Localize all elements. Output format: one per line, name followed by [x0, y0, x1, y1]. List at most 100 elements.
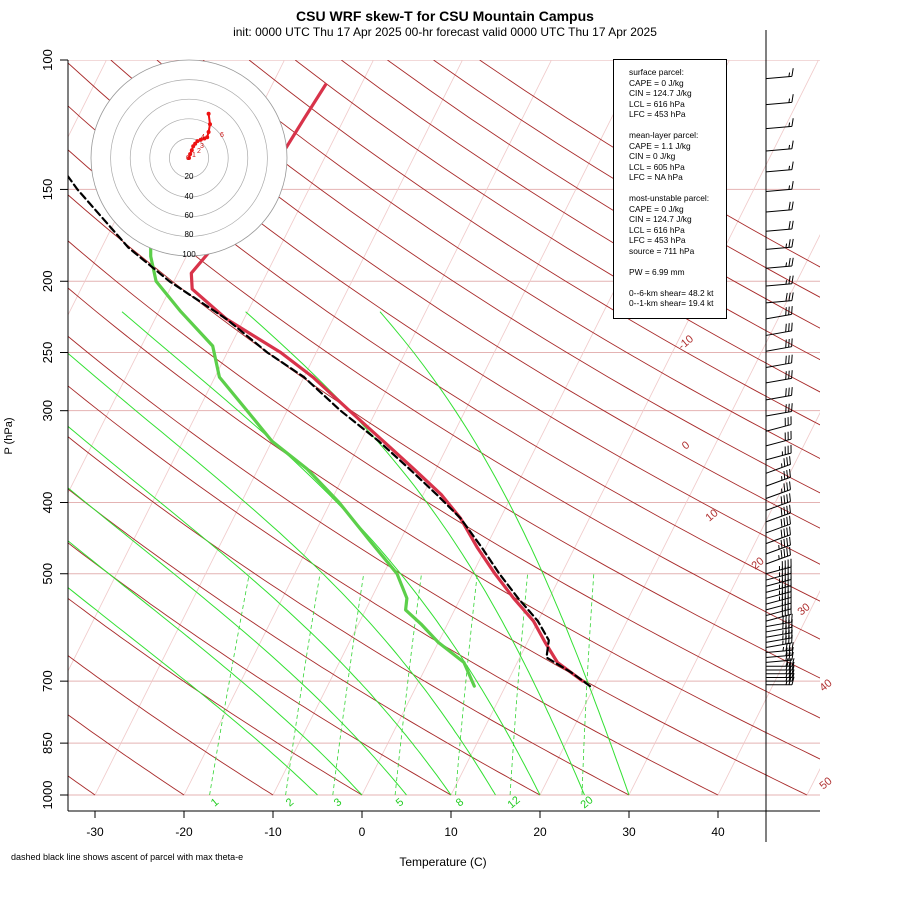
- wind-barb-flag: [785, 652, 788, 661]
- wind-barb-half-flag: [782, 646, 785, 652]
- wind-barb-flag: [788, 355, 790, 364]
- wind-barb-staff: [765, 283, 792, 287]
- wind-barb-staff: [765, 489, 791, 499]
- wind-barb-staff: [765, 501, 791, 511]
- stats-line: LFC = 453 hPa: [629, 109, 686, 119]
- wind-barb-flag: [791, 181, 794, 190]
- wind-barb-flag: [783, 506, 786, 516]
- dry-adiabat: [294, 60, 820, 393]
- wind-barb-staff: [765, 602, 792, 611]
- chart-title: CSU WRF skew-T for CSU Mountain Campus: [296, 8, 594, 24]
- x-axis-label: Temperature (C): [399, 855, 486, 869]
- dewpoint-profile: [149, 237, 476, 688]
- wind-barb-flag: [785, 647, 788, 656]
- hodograph-point: [188, 152, 193, 157]
- hodograph-ring-label: 40: [185, 192, 194, 201]
- moist-adiabat: [68, 352, 496, 796]
- wind-barb-flag: [791, 647, 794, 656]
- wind-barb-staff: [765, 424, 792, 432]
- wind-barb-staff: [765, 75, 792, 80]
- wind-barb-flag: [791, 613, 793, 623]
- mixing-ratio-line: [581, 573, 595, 796]
- wind-barb-flag: [788, 221, 791, 230]
- wind-barb-flag: [791, 306, 793, 315]
- wind-barb-staff: [765, 512, 791, 523]
- mixing-ratio-label: 3: [332, 796, 344, 809]
- wind-barb: [765, 275, 794, 287]
- dry-adiabat: [156, 60, 820, 494]
- wind-barb: [766, 661, 795, 671]
- mixing-ratio-label: 5: [394, 796, 406, 809]
- temperature-tick-label: 0: [359, 825, 366, 839]
- isotherm-label: 0: [680, 439, 692, 452]
- wind-barb: [765, 68, 794, 80]
- wind-barb-flag: [785, 404, 787, 413]
- wind-barb-flag: [791, 68, 794, 77]
- temperature-tick-label: -20: [175, 825, 193, 839]
- isotherm-line: [272, 60, 641, 796]
- wind-barb-flag: [780, 549, 783, 559]
- wind-barb: [765, 238, 794, 250]
- hodograph-point: [206, 130, 211, 134]
- wind-barb-flag: [791, 201, 794, 210]
- wind-barb-flag: [786, 482, 789, 491]
- moist-adiabat: [245, 311, 585, 796]
- wind-barb-half-flag: [788, 122, 791, 127]
- wind-barb: [765, 354, 793, 368]
- wind-barb: [765, 504, 791, 523]
- stats-line: source = 711 hPa: [629, 245, 695, 256]
- wind-barb-flag: [783, 495, 786, 504]
- stats-line: most-unstable parcel:: [629, 193, 710, 203]
- wind-barb-flag: [783, 528, 786, 537]
- stats-line: mean-layer parcel:: [629, 130, 699, 140]
- y-axis-label: P (hPa): [3, 417, 15, 454]
- wind-barb: [766, 658, 795, 667]
- wind-barb: [765, 493, 791, 511]
- wind-barb-staff: [765, 523, 791, 534]
- wind-barb-staff: [765, 608, 792, 617]
- isotherm-label: 50: [818, 775, 835, 792]
- moist-adiabat: [121, 311, 541, 796]
- wind-barb: [765, 338, 793, 352]
- wind-barb-flag: [780, 507, 783, 517]
- hodograph-height-label: 3: [200, 143, 204, 150]
- pressure-tick-label: 850: [40, 732, 55, 754]
- wind-barb-flag: [783, 458, 786, 467]
- wind-barb-staff: [765, 188, 792, 193]
- temperature-tick-label: 10: [444, 825, 458, 839]
- wind-barb: [765, 651, 794, 663]
- dry-adiabat: [68, 240, 820, 719]
- wind-barb-staff: [765, 438, 792, 447]
- wind-barb: [765, 629, 793, 643]
- wind-barb-flag: [786, 470, 789, 479]
- wind-barb-flag: [791, 387, 793, 396]
- wind-barb-staff: [765, 246, 792, 250]
- mixing-ratio-line: [332, 573, 365, 796]
- wind-barb: [765, 456, 791, 474]
- wind-barb-flag: [785, 307, 787, 316]
- wind-barb-staff: [765, 209, 792, 213]
- hodograph-height-label: 2: [197, 148, 201, 155]
- wind-barb-flag: [788, 614, 790, 623]
- isotherm-line: [717, 590, 820, 796]
- dry-adiabat: [68, 385, 719, 796]
- wind-barb-flag: [791, 661, 795, 671]
- wind-barb-flag: [791, 354, 793, 363]
- pressure-tick-label: 250: [40, 342, 55, 364]
- wind-barb: [765, 546, 791, 565]
- wind-barb-flag: [788, 239, 791, 248]
- wind-barb-half-flag: [785, 280, 788, 285]
- wind-barb-flag: [791, 292, 794, 301]
- wind-barb-half-flag: [785, 262, 788, 267]
- hodograph-ring-label: 100: [182, 250, 196, 259]
- isotherm-line: [94, 60, 463, 796]
- wind-barb-staff: [765, 125, 792, 130]
- wind-barb-flag: [788, 403, 790, 413]
- wind-barb: [765, 387, 793, 401]
- wind-barb-flag: [789, 493, 791, 502]
- wind-barb-flag: [780, 539, 783, 549]
- wind-barb-flag: [786, 527, 789, 536]
- wind-barb-staff: [765, 637, 792, 643]
- isotherm-line: [628, 412, 820, 796]
